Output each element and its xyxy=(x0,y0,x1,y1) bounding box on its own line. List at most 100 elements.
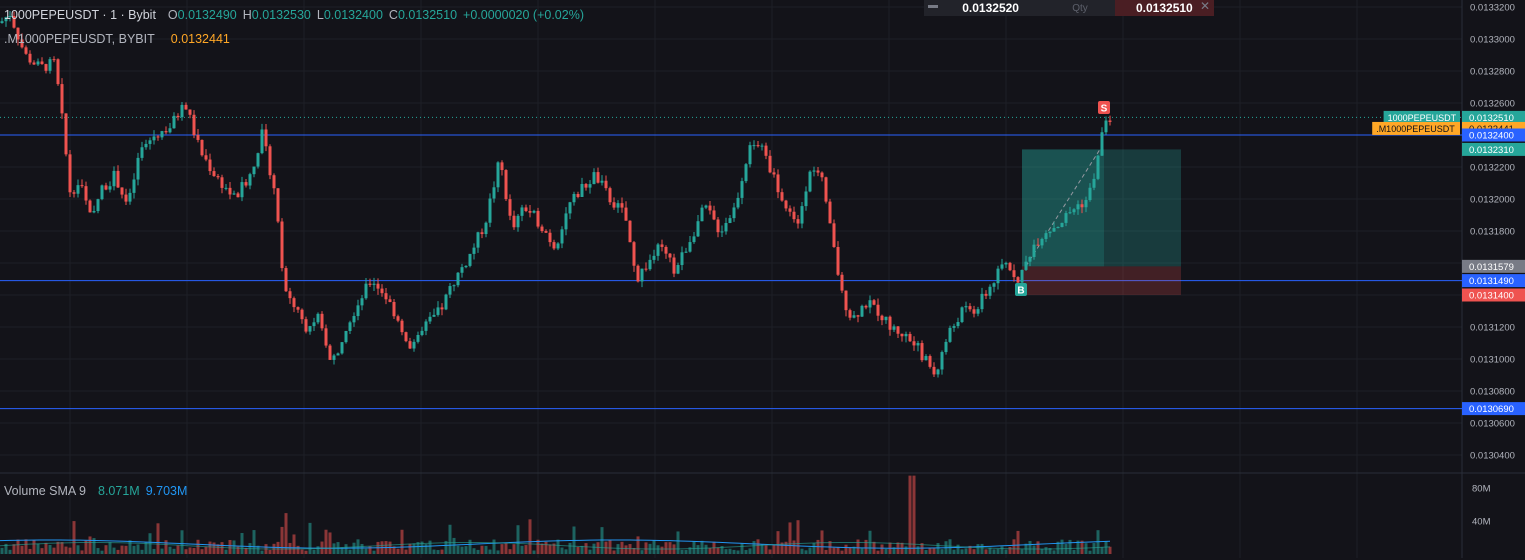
candle-body[interactable] xyxy=(104,185,108,190)
buy-marker[interactable] xyxy=(1015,283,1027,296)
candle-body[interactable] xyxy=(576,194,580,197)
candle-body[interactable] xyxy=(192,114,196,136)
candle-body[interactable] xyxy=(412,341,416,349)
candle-body[interactable] xyxy=(940,352,944,370)
candle-body[interactable] xyxy=(744,164,748,182)
candle-body[interactable] xyxy=(348,322,352,331)
candle-body[interactable] xyxy=(76,185,80,194)
candle-body[interactable] xyxy=(896,326,900,334)
candle-body[interactable] xyxy=(384,293,388,300)
candle-body[interactable] xyxy=(1060,222,1064,228)
candle-body[interactable] xyxy=(64,113,68,155)
candle-body[interactable] xyxy=(616,203,620,208)
candle-body[interactable] xyxy=(184,104,188,110)
candle-body[interactable] xyxy=(156,136,160,138)
candle-body[interactable] xyxy=(304,319,308,332)
candle-body[interactable] xyxy=(260,129,264,154)
candle-body[interactable] xyxy=(724,223,728,232)
candle-body[interactable] xyxy=(352,316,356,323)
candle-body[interactable] xyxy=(400,320,404,333)
candle-body[interactable] xyxy=(452,285,456,287)
candle-body[interactable] xyxy=(928,356,932,367)
candle-body[interactable] xyxy=(728,218,732,224)
candle-body[interactable] xyxy=(796,219,800,224)
candle-body[interactable] xyxy=(332,355,336,360)
candle-body[interactable] xyxy=(380,288,384,294)
candle-body[interactable] xyxy=(292,298,296,308)
candle-body[interactable] xyxy=(464,265,468,268)
candle-body[interactable] xyxy=(956,322,960,327)
candle-body[interactable] xyxy=(56,59,60,85)
candle-body[interactable] xyxy=(692,236,696,243)
candle-body[interactable] xyxy=(960,307,964,323)
candle-body[interactable] xyxy=(824,177,828,202)
candle-body[interactable] xyxy=(488,198,492,223)
candle-body[interactable] xyxy=(4,17,8,22)
sell-marker[interactable] xyxy=(1098,101,1110,114)
candle-body[interactable] xyxy=(768,155,772,173)
candle-body[interactable] xyxy=(1008,262,1012,271)
candle-body[interactable] xyxy=(216,176,220,178)
candle-body[interactable] xyxy=(820,172,824,178)
candle-body[interactable] xyxy=(900,333,904,337)
candle-body[interactable] xyxy=(148,140,152,144)
candle-body[interactable] xyxy=(628,220,632,243)
candle-body[interactable] xyxy=(1104,120,1108,133)
candle-body[interactable] xyxy=(784,200,788,209)
candle-body[interactable] xyxy=(360,298,364,306)
candle-body[interactable] xyxy=(748,145,752,165)
candle-body[interactable] xyxy=(976,309,980,314)
candle-body[interactable] xyxy=(236,193,240,198)
candle-body[interactable] xyxy=(1072,209,1076,213)
candle-body[interactable] xyxy=(964,306,968,308)
candle-body[interactable] xyxy=(324,328,328,346)
candle-body[interactable] xyxy=(624,207,628,221)
candle-body[interactable] xyxy=(876,304,880,316)
candle-body[interactable] xyxy=(988,286,992,296)
candle-body[interactable] xyxy=(604,180,608,189)
candle-body[interactable] xyxy=(100,185,104,200)
candle-body[interactable] xyxy=(1108,120,1112,122)
candle-body[interactable] xyxy=(340,342,344,354)
candle-body[interactable] xyxy=(828,201,832,224)
candle-body[interactable] xyxy=(860,305,864,317)
candle-body[interactable] xyxy=(752,145,756,147)
candle-body[interactable] xyxy=(560,229,564,244)
candle-body[interactable] xyxy=(836,246,840,275)
candle-body[interactable] xyxy=(420,330,424,336)
candle-body[interactable] xyxy=(440,307,444,310)
candle-body[interactable] xyxy=(1004,262,1008,265)
candle-body[interactable] xyxy=(620,203,624,208)
candle-body[interactable] xyxy=(832,223,836,247)
candle-body[interactable] xyxy=(688,242,692,252)
candle-body[interactable] xyxy=(680,252,684,266)
candle-body[interactable] xyxy=(864,305,868,308)
candle-body[interactable] xyxy=(564,213,568,230)
candle-body[interactable] xyxy=(504,170,508,200)
candle-body[interactable] xyxy=(144,143,148,148)
candle-body[interactable] xyxy=(968,306,972,310)
candle-body[interactable] xyxy=(880,315,884,321)
candle-body[interactable] xyxy=(244,182,248,186)
candle-body[interactable] xyxy=(180,104,184,118)
candle-body[interactable] xyxy=(136,157,140,180)
candle-body[interactable] xyxy=(472,247,476,254)
candle-body[interactable] xyxy=(288,291,292,299)
candle-body[interactable] xyxy=(456,272,460,286)
candle-body[interactable] xyxy=(392,301,396,317)
candle-body[interactable] xyxy=(248,174,252,186)
candle-body[interactable] xyxy=(264,129,268,147)
candle-body[interactable] xyxy=(40,61,44,65)
candle-body[interactable] xyxy=(88,200,92,213)
candle-body[interactable] xyxy=(68,154,72,193)
candle-body[interactable] xyxy=(512,215,516,228)
candle-body[interactable] xyxy=(44,64,48,71)
candle-body[interactable] xyxy=(568,202,572,214)
candle-body[interactable] xyxy=(176,115,180,118)
candle-body[interactable] xyxy=(528,211,532,213)
position-loss-zone[interactable] xyxy=(1022,266,1181,295)
candle-body[interactable] xyxy=(424,321,428,331)
sell-button[interactable]: 0.0132510 xyxy=(1114,0,1214,16)
candle-body[interactable] xyxy=(800,206,804,224)
